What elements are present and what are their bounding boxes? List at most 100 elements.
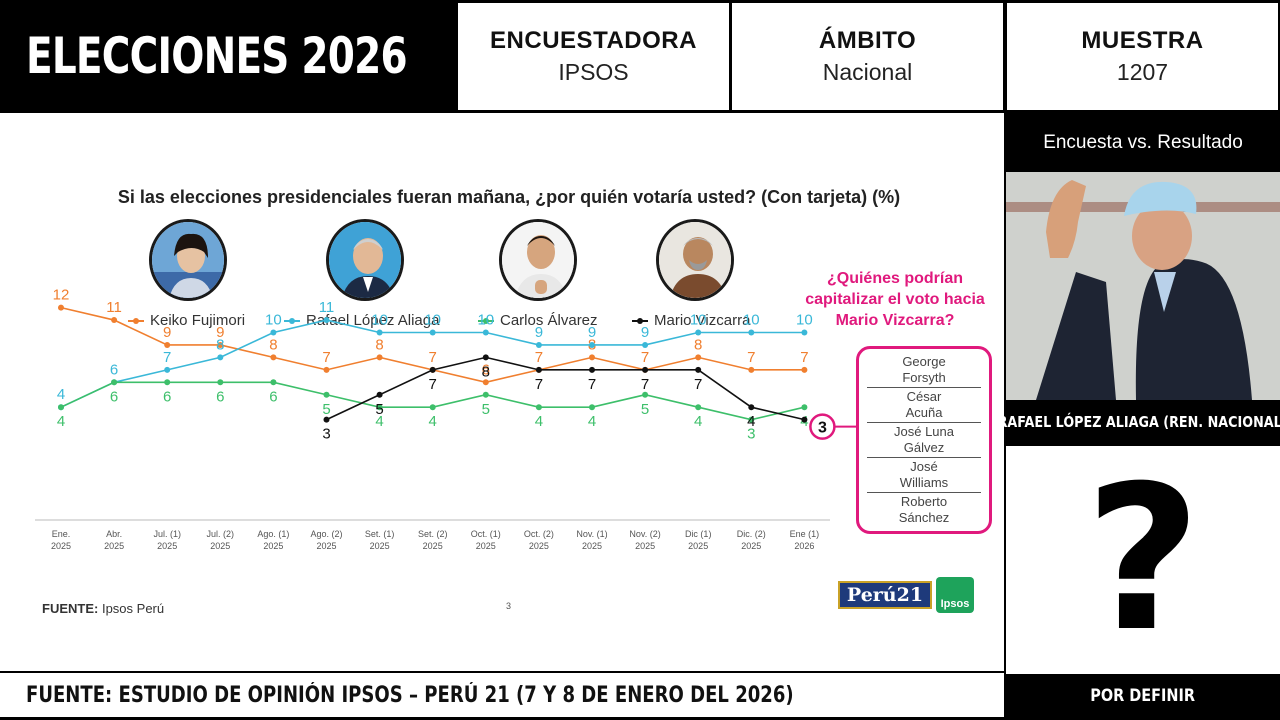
x-tick-year: 2026 <box>794 541 814 551</box>
fujimori-data-label: 7 <box>429 349 437 366</box>
vizcarra-data-label: 7 <box>694 376 702 393</box>
lopez-data-label: 9 <box>588 324 596 341</box>
fujimori-point <box>801 366 808 373</box>
alvarez-point <box>535 404 542 411</box>
vizcarra-data-label: 7 <box>535 376 543 393</box>
alvarez-data-label: 4 <box>429 413 437 430</box>
x-tick-label: Oct. (1) <box>471 529 501 539</box>
x-tick-year: 2025 <box>635 541 655 551</box>
alvarez-data-label: 6 <box>216 388 224 405</box>
x-tick-label: Set. (2) <box>418 529 448 539</box>
x-tick-label: Jul. (1) <box>153 529 181 539</box>
chart-title: Si las elecciones presidenciales fueran … <box>117 187 901 207</box>
chart-source: FUENTE: Ipsos Perú <box>42 601 165 616</box>
lopez-data-label: 11 <box>319 299 335 316</box>
x-tick-year: 2025 <box>529 541 549 551</box>
lopez-data-label: 4 <box>57 386 65 403</box>
lopez-point <box>589 341 595 348</box>
x-tick-year: 2025 <box>423 541 443 551</box>
lopez-data-label: 10 <box>477 312 494 329</box>
alvarez-data-label: 6 <box>269 388 277 405</box>
alvarez-avatar <box>499 219 577 301</box>
vizcarra-last-highlight <box>809 413 836 440</box>
alvarez-data-label: 5 <box>322 401 330 418</box>
fujimori-data-label: 8 <box>694 336 702 353</box>
vizcarra-point <box>376 391 383 398</box>
x-tick-label: Abr. <box>106 529 122 539</box>
x-tick-label: Ago. (2) <box>310 529 342 539</box>
vizcarra-point <box>323 416 330 423</box>
x-tick-year: 2025 <box>51 541 71 551</box>
scope-value: Nacional <box>822 59 913 85</box>
footer-source: FUENTE: ESTUDIO DE OPINIÓN IPSOS – PERÚ … <box>0 673 1004 717</box>
vizcarra-point <box>801 416 808 423</box>
x-tick-year: 2025 <box>741 541 761 551</box>
fujimori-point <box>482 379 489 386</box>
alvarez-point <box>748 416 755 423</box>
lopez-data-label: 10 <box>743 312 760 329</box>
fujimori-data-label: 7 <box>322 349 330 366</box>
alvarez-point <box>695 404 702 411</box>
ipsos-logo: Ipsos <box>936 577 974 613</box>
sample-box: MUESTRA 1207 <box>1007 3 1278 110</box>
sample-label: MUESTRA <box>1081 27 1204 54</box>
vizcarra-data-label: 7 <box>588 376 596 393</box>
vizcarra-callout: ¿Quiénes podrían capitalizar el voto hac… <box>805 270 985 329</box>
legend-fujimori-marker <box>128 317 144 324</box>
alvarez-data-label: 5 <box>482 401 490 418</box>
fujimori-point <box>748 366 755 373</box>
alvarez-point <box>323 391 330 398</box>
legend-fujimori-label: Keiko Fujimori <box>150 312 246 329</box>
candidate-item: José Luna Gálvez <box>867 423 981 458</box>
legend-lopez-label: Rafael López Aliaga <box>306 312 440 329</box>
lopez-point <box>535 341 542 348</box>
fujimori-point <box>695 354 702 361</box>
vizcarra-point <box>642 366 649 373</box>
unknown-result: ? <box>1006 446 1280 674</box>
x-tick-label: Ene (1) <box>790 529 820 539</box>
alvarez-data-label: 4 <box>588 413 596 430</box>
lopez-data-label: 6 <box>110 361 118 378</box>
alvarez-data-label: 4 <box>535 413 543 430</box>
lopez-data-label: 9 <box>535 324 543 341</box>
lopez-point <box>695 329 702 336</box>
page-number: 3 <box>506 601 512 611</box>
fujimori-data-label: 9 <box>216 324 224 341</box>
fujimori-point <box>58 304 64 311</box>
candidate-caption: RAFAEL LÓPEZ ALIAGA (REN. NACIONAL) <box>998 402 1280 442</box>
alvarez-point <box>642 391 649 398</box>
lopez-point <box>217 354 224 361</box>
fujimori-data-label: 8 <box>375 336 383 353</box>
lopez-point <box>748 329 755 336</box>
lopez-point <box>429 329 436 336</box>
x-tick-label: Jul. (2) <box>207 529 235 539</box>
scope-label: ÁMBITO <box>818 27 917 54</box>
fujimori-data-label: 7 <box>535 349 543 366</box>
candidate-item: Roberto Sánchez <box>898 494 950 525</box>
lopez-point <box>376 329 383 336</box>
vizcarra-avatar <box>656 219 734 301</box>
legend-lopez: Rafael López Aliaga <box>284 312 439 329</box>
x-tick-label: Set. (1) <box>365 529 395 539</box>
x-tick-year: 2025 <box>688 541 708 551</box>
vizcarra-data-label: 3 <box>818 420 827 437</box>
fujimori-point <box>270 354 277 361</box>
lopez-data-label: 7 <box>163 349 171 366</box>
lopez-data-label: 9 <box>641 324 649 341</box>
candidate-item: George Forsyth <box>867 353 981 388</box>
alvarez-point <box>429 404 436 411</box>
fujimori-data-label: 12 <box>53 287 70 304</box>
alvarez-data-label: 5 <box>641 401 649 418</box>
vizcarra-data-label: 7 <box>429 376 437 393</box>
vizcarra-data-label: 5 <box>375 401 383 418</box>
fujimori-data-label: 11 <box>106 299 122 316</box>
lopez-data-label: 10 <box>690 312 707 329</box>
legend-alvarez-label: Carlos Álvarez <box>500 312 598 329</box>
alvarez-point <box>164 379 171 386</box>
alvarez-data-label: 4 <box>57 413 65 430</box>
fujimori-data-label: 7 <box>747 349 755 366</box>
vizcarra-point <box>482 354 489 361</box>
pollster-value: IPSOS <box>558 59 629 85</box>
alvarez-point <box>376 404 383 411</box>
legend-vizcarra: Mario Vizcarra <box>632 312 750 329</box>
